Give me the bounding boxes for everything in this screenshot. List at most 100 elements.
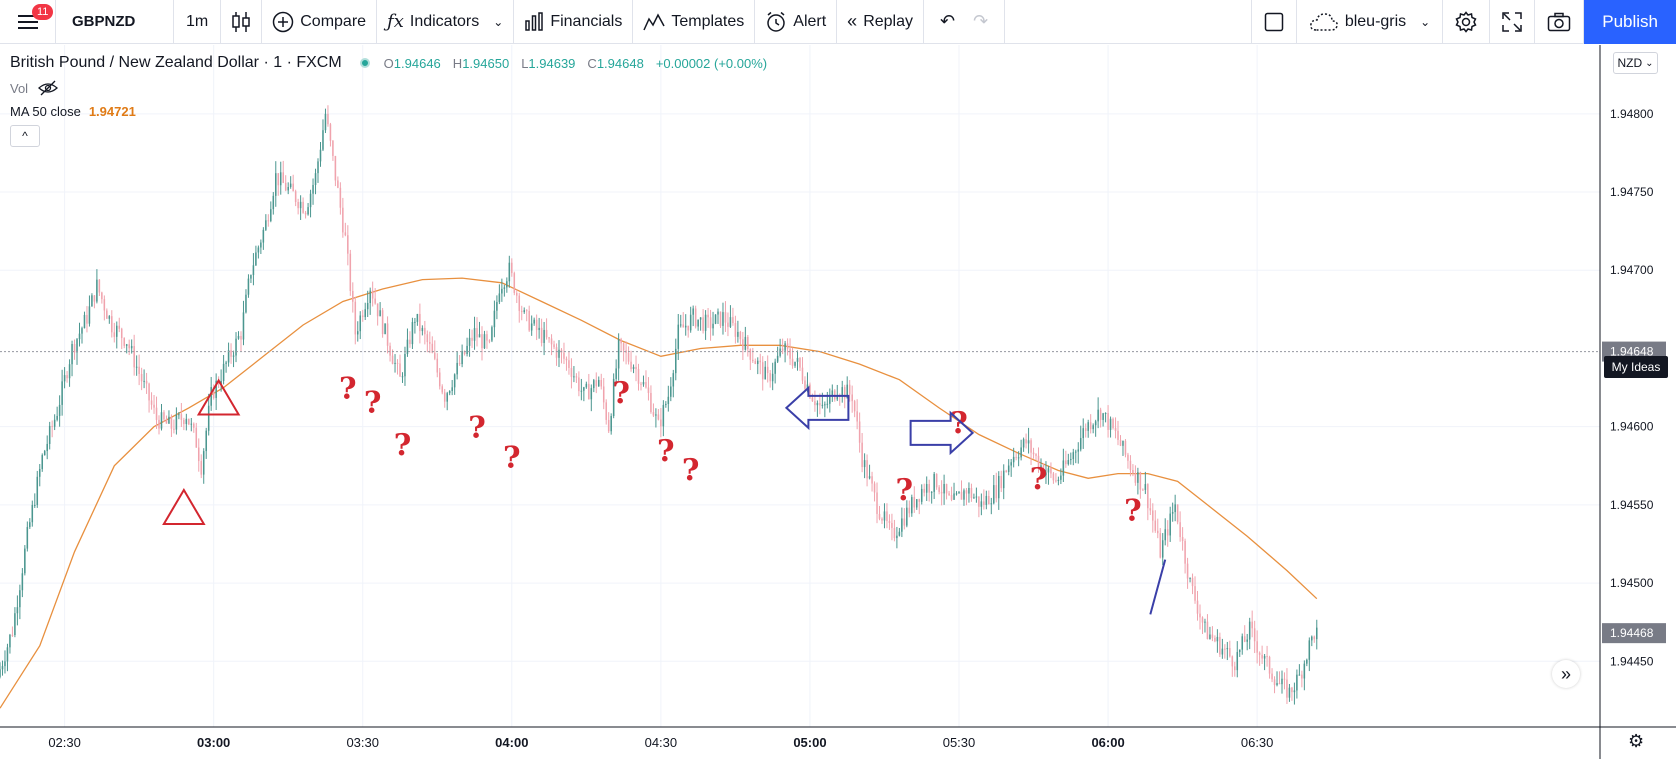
collapse-legend-button[interactable]: ^: [10, 125, 40, 147]
undo-icon[interactable]: ↶: [940, 11, 956, 31]
candle-body: [73, 344, 76, 353]
symbol-search-button[interactable]: GBPNZD: [56, 0, 174, 44]
chart-type-button[interactable]: [221, 0, 263, 44]
menu-button[interactable]: 11: [0, 0, 56, 44]
candle-body: [794, 361, 796, 366]
currency-label: NZD: [1617, 56, 1643, 70]
candle-body: [525, 310, 528, 312]
candle-body: [1171, 512, 1174, 514]
candle-body: [0, 669, 1, 677]
candle-body: [935, 473, 938, 488]
candle-body: [202, 451, 205, 475]
volume-row[interactable]: Vol: [10, 80, 771, 96]
candle-body: [645, 382, 647, 388]
candle-body: [123, 338, 125, 346]
candle-body: [287, 186, 289, 191]
candle-body: [771, 373, 774, 382]
candle-body: [804, 380, 806, 389]
candle-body: [441, 386, 444, 393]
publish-button[interactable]: Publish: [1584, 0, 1676, 44]
redo-icon[interactable]: ↷: [973, 11, 989, 31]
templates-button[interactable]: Templates: [633, 0, 756, 44]
snapshot-button[interactable]: [1535, 0, 1585, 44]
candle-body: [434, 352, 436, 359]
settings-button[interactable]: [1443, 0, 1491, 44]
compare-button[interactable]: Compare: [262, 0, 378, 44]
undo-redo-group: ↶ ↷: [924, 0, 1006, 44]
candle-body: [86, 314, 88, 324]
financials-button[interactable]: Financials: [514, 0, 634, 44]
candle-body: [190, 423, 193, 425]
candle-body: [908, 507, 911, 514]
candle-body: [396, 362, 399, 364]
question-mark: ?: [682, 453, 700, 488]
candle-body: [448, 391, 451, 394]
candle-body: [1149, 508, 1152, 511]
candle-body: [93, 295, 96, 302]
candle-body: [585, 383, 588, 388]
candle-body: [347, 235, 349, 254]
price-tick-label: 1.94600: [1610, 420, 1654, 434]
alert-button[interactable]: Alert: [755, 0, 838, 44]
my-ideas-button[interactable]: My Ideas: [1604, 356, 1668, 378]
indicators-button[interactable]: ƒx Indicators ⌄: [377, 0, 515, 44]
candle-body: [404, 354, 406, 377]
question-mark: ?: [468, 411, 486, 446]
ma-indicator-row[interactable]: MA 50 close 1.94721: [10, 104, 771, 119]
candle-body: [980, 501, 983, 507]
candle-body: [853, 401, 856, 412]
fullscreen-button[interactable]: [1490, 0, 1536, 44]
open-value: 1.94646: [393, 55, 441, 71]
candle-body: [215, 380, 217, 398]
candle-body: [1273, 679, 1276, 686]
candle-body: [821, 404, 824, 406]
replay-button[interactable]: « Replay: [837, 0, 924, 44]
candle-body: [722, 312, 724, 326]
candle-body: [617, 339, 620, 369]
price-scale[interactable]: 1.94800 1.94750 1.94700 1.94600 1.94550 1.945…: [0, 45, 1666, 759]
candle-body: [1032, 452, 1035, 455]
candle-body: [429, 342, 431, 344]
time-scale-settings-icon[interactable]: ⚙: [1628, 731, 1645, 751]
candle-body: [724, 312, 727, 323]
candle-body: [63, 375, 66, 382]
candle-body: [943, 483, 945, 494]
top-toolbar: 11 GBPNZD 1m Compare ƒx Indicators ⌄ Fin…: [0, 0, 1676, 44]
candle-body: [744, 336, 747, 350]
candle-body: [826, 403, 829, 405]
market-status-dot[interactable]: [359, 58, 370, 68]
interval-button[interactable]: 1m: [174, 0, 222, 44]
candle-body: [1052, 473, 1055, 481]
candle-body: [1097, 409, 1099, 422]
candle-body: [973, 497, 975, 499]
candle-body: [565, 358, 568, 361]
candle-body: [270, 209, 272, 221]
candle-body: [928, 484, 930, 493]
candle-body: [545, 329, 548, 338]
candle-body: [553, 344, 555, 348]
candle-body: [665, 403, 667, 405]
candle-body: [1179, 522, 1181, 538]
layout-button[interactable]: bleu-gris ⌄: [1297, 0, 1444, 44]
currency-selector[interactable]: NZD ⌄: [1613, 52, 1658, 74]
eye-hidden-icon[interactable]: [38, 80, 59, 96]
candle-body: [255, 252, 257, 266]
fullscreen-toggle-button[interactable]: [1250, 0, 1297, 44]
candle-body: [779, 348, 781, 356]
candle-body: [376, 303, 379, 317]
candle-body: [58, 404, 61, 416]
candle-body: [1211, 634, 1214, 638]
candle-body: [317, 161, 319, 174]
candle-body: [352, 290, 354, 302]
candle-body: [471, 337, 473, 341]
candle-body: [1246, 639, 1248, 642]
price-chart[interactable]: ???????????? 1.94800 1.94750 1.94700 1.9460…: [0, 45, 1676, 759]
candle-body: [1209, 634, 1211, 640]
scroll-to-realtime-button[interactable]: »: [1552, 660, 1580, 688]
low-key: L: [521, 55, 529, 71]
candle-body: [1092, 425, 1094, 430]
time-scale[interactable]: 02:30 03:00 03:30 04:00 04:30 05:00 05:30 06:00…: [0, 726, 1676, 750]
candle-body: [1296, 674, 1298, 691]
candle-body: [443, 392, 446, 402]
candle-body: [1176, 504, 1179, 523]
